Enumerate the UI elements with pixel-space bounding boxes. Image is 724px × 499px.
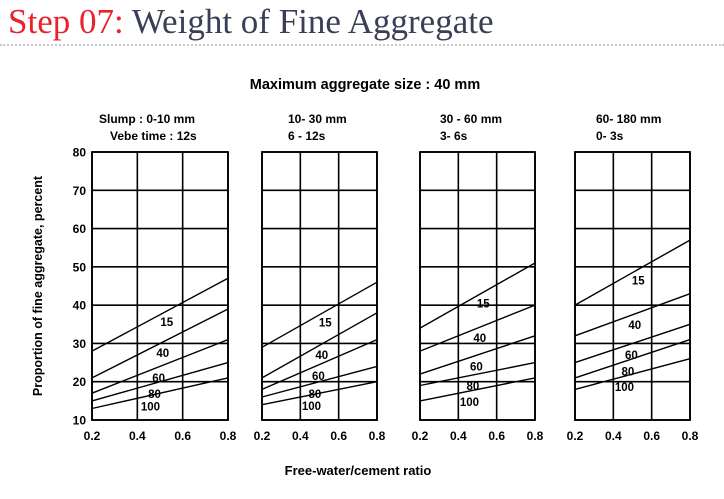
x-tick-label: 0.6 xyxy=(330,429,347,443)
series-label-60: 60 xyxy=(312,371,325,383)
panel-frame xyxy=(91,151,229,421)
panel-frame xyxy=(574,151,691,421)
series-line-60 xyxy=(261,338,378,391)
series-line-15 xyxy=(574,239,691,306)
series-line-80 xyxy=(574,338,691,379)
chart-title: Maximum aggregate size : 40 mm xyxy=(250,77,480,93)
panel-header-line: 0- 3s xyxy=(596,129,624,143)
x-tick-label: 0.6 xyxy=(488,429,505,443)
series-line-60 xyxy=(91,338,229,394)
x-tick-label: 0.4 xyxy=(129,429,146,443)
x-tick-label: 0.2 xyxy=(412,429,429,443)
series-line-80 xyxy=(419,361,536,387)
panel-frame xyxy=(419,151,536,421)
slide-title-step: Step 07: xyxy=(8,2,124,41)
chart-ylabel: Proportion of fine aggregate, percent xyxy=(31,175,45,396)
x-tick-label: 0.8 xyxy=(369,429,386,443)
x-tick-label: 0.2 xyxy=(84,429,101,443)
series-label-80: 80 xyxy=(622,366,635,378)
chart-panels: Slump : 0-10 mm Vebe time : 12s 0.2 0.4 0.6 0… xyxy=(73,112,699,443)
series-line-100 xyxy=(91,377,229,410)
series-label-40: 40 xyxy=(156,348,169,360)
slide-title-text: Weight of Fine Aggregate xyxy=(131,2,494,41)
series-line-15 xyxy=(261,281,378,348)
panel-frame xyxy=(261,151,378,421)
x-tick-label: 0.2 xyxy=(254,429,271,443)
y-tick-label: 20 xyxy=(73,375,87,389)
series-label-15: 15 xyxy=(477,298,490,310)
series-line-100 xyxy=(419,377,536,402)
series-line-60 xyxy=(574,323,691,364)
series-line-40 xyxy=(419,304,536,352)
series-line-80 xyxy=(91,361,229,402)
x-tick-label: 0.6 xyxy=(174,429,191,443)
chart-panel-4: 60- 180 mm 0- 3s 0.2 0.4 0.6 0.8 15 40 60 80 100 xyxy=(567,112,699,443)
series-label-100: 100 xyxy=(460,397,479,409)
series-line-40 xyxy=(91,308,229,379)
chart-xlabel: Free-water/cement ratio xyxy=(285,463,432,478)
series-label-15: 15 xyxy=(319,317,332,329)
x-tick-label: 0.4 xyxy=(605,429,622,443)
panel-header-line: Vebe time : 12s xyxy=(110,129,197,143)
panel-header-line: 30 - 60 mm xyxy=(440,112,502,126)
series-line-100 xyxy=(574,358,691,391)
x-tick-label: 0.2 xyxy=(567,429,584,443)
y-tick-label: 80 xyxy=(73,146,87,160)
series-line-40 xyxy=(261,312,378,379)
title-divider xyxy=(0,44,724,46)
chart-panel-1: Slump : 0-10 mm Vebe time : 12s 0.2 0.4 0.6 0… xyxy=(73,112,237,443)
series-line-100 xyxy=(261,381,378,406)
x-tick-label: 0.8 xyxy=(527,429,544,443)
series-line-40 xyxy=(574,293,691,337)
series-label-15: 15 xyxy=(632,275,645,287)
series-label-40: 40 xyxy=(628,320,641,332)
series-label-100: 100 xyxy=(141,401,160,413)
series-label-40: 40 xyxy=(473,333,486,345)
series-label-100: 100 xyxy=(615,382,634,394)
series-label-15: 15 xyxy=(160,317,173,329)
panel-header-line: 6 - 12s xyxy=(288,129,326,143)
x-tick-label: 0.4 xyxy=(292,429,309,443)
series-label-40: 40 xyxy=(315,350,328,362)
series-line-15 xyxy=(91,277,229,352)
series-line-60 xyxy=(419,335,536,375)
series-label-60: 60 xyxy=(470,361,483,373)
panel-header-line: 3- 6s xyxy=(440,129,468,143)
x-tick-label: 0.8 xyxy=(682,429,699,443)
series-label-80: 80 xyxy=(148,389,161,401)
x-tick-label: 0.6 xyxy=(643,429,660,443)
panel-header-line: 10- 30 mm xyxy=(288,112,347,126)
y-tick-label: 70 xyxy=(73,184,87,198)
y-tick-label: 50 xyxy=(73,260,87,274)
y-tick-label: 30 xyxy=(73,337,87,351)
panel-header-line: 60- 180 mm xyxy=(596,112,661,126)
series-label-60: 60 xyxy=(625,350,638,362)
x-tick-label: 0.4 xyxy=(450,429,467,443)
series-label-100: 100 xyxy=(302,401,321,413)
y-tick-label: 10 xyxy=(73,414,87,428)
series-label-80: 80 xyxy=(309,389,322,401)
slide-title: Step 07: Weight of Fine Aggregate xyxy=(8,2,494,42)
y-tick-label: 60 xyxy=(73,222,87,236)
series-line-80 xyxy=(261,365,378,398)
panel-header-line: Slump : 0-10 mm xyxy=(99,112,195,126)
x-tick-label: 0.8 xyxy=(220,429,237,443)
y-tick-label: 40 xyxy=(73,299,87,313)
series-line-15 xyxy=(419,262,536,329)
